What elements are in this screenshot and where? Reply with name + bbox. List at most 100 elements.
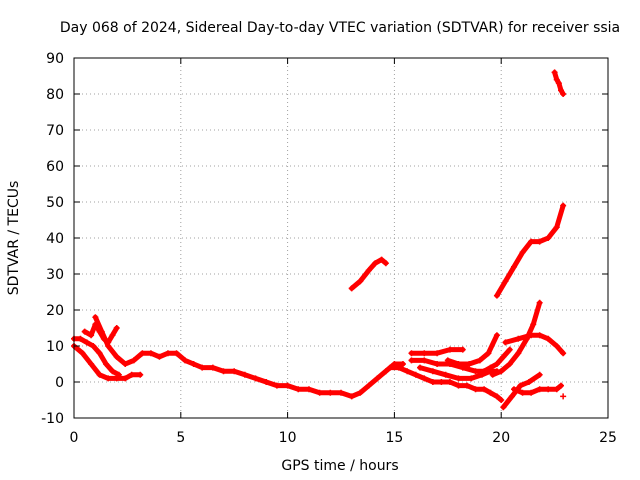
data-point xyxy=(438,379,445,385)
data-point xyxy=(464,382,471,389)
data-point xyxy=(517,382,524,389)
data-point xyxy=(528,389,535,396)
y-axis-label: SDTVAR / TECUs xyxy=(6,181,22,296)
data-point xyxy=(103,361,110,367)
data-point xyxy=(357,278,364,285)
data-point xyxy=(365,267,372,274)
data-point xyxy=(209,364,216,371)
series-arc-16 xyxy=(551,69,567,97)
data-point xyxy=(96,350,103,357)
data-point xyxy=(147,350,154,357)
data-point xyxy=(498,368,505,375)
data-point xyxy=(481,386,488,393)
data-point xyxy=(511,386,518,393)
y-tick-label: 30 xyxy=(46,267,64,283)
data-point xyxy=(553,343,560,349)
data-point xyxy=(472,386,479,393)
data-point xyxy=(485,350,492,357)
data-point xyxy=(536,299,543,306)
data-point xyxy=(555,80,562,87)
series-arc-17 xyxy=(560,393,567,400)
data-point xyxy=(442,371,449,378)
data-point xyxy=(421,357,428,364)
data-point xyxy=(96,371,103,378)
data-point xyxy=(455,382,462,389)
data-point xyxy=(182,357,189,364)
data-point xyxy=(536,332,543,339)
y-tick-label: 50 xyxy=(46,195,64,211)
data-point xyxy=(536,371,543,378)
data-point xyxy=(487,368,494,375)
data-point xyxy=(528,238,535,245)
y-tick-label: -10 xyxy=(41,411,64,427)
data-point xyxy=(79,350,86,357)
data-point xyxy=(105,375,112,382)
data-point xyxy=(553,76,560,83)
data-point xyxy=(421,350,428,357)
data-point xyxy=(137,371,144,378)
series-arc-4 xyxy=(92,314,406,400)
data-point xyxy=(525,379,532,385)
data-point xyxy=(536,386,543,393)
data-point xyxy=(338,389,344,396)
data-point xyxy=(545,386,552,393)
data-point xyxy=(493,332,500,339)
data-point xyxy=(444,357,451,364)
data-point xyxy=(113,375,120,382)
y-tick-label: 40 xyxy=(46,231,64,247)
data-point xyxy=(502,339,509,346)
data-point xyxy=(92,314,99,321)
x-tick-label: 5 xyxy=(176,430,185,446)
data-point xyxy=(395,364,402,371)
data-point xyxy=(404,368,411,375)
data-point xyxy=(374,375,381,382)
data-point xyxy=(199,364,206,371)
x-axis-label: GPS time / hours xyxy=(281,458,398,474)
data-point xyxy=(434,350,441,357)
data-point xyxy=(560,91,567,97)
y-tick-label: 70 xyxy=(46,123,64,139)
data-point xyxy=(421,375,428,382)
data-point xyxy=(109,368,116,375)
data-point xyxy=(429,368,436,375)
data-point xyxy=(500,404,507,411)
data-point xyxy=(252,375,259,382)
data-point xyxy=(487,389,494,396)
data-point xyxy=(466,361,473,367)
data-point xyxy=(493,393,500,400)
data-point xyxy=(128,371,135,378)
data-point xyxy=(88,361,95,367)
series-trace xyxy=(92,314,406,399)
data-point xyxy=(122,375,129,382)
data-point xyxy=(511,263,518,270)
series-arc-12 xyxy=(493,202,567,299)
series-arc-14 xyxy=(500,371,543,411)
series-trace xyxy=(349,257,389,291)
x-tick-label: 25 xyxy=(599,430,617,446)
data-point xyxy=(190,361,197,367)
data-point xyxy=(348,393,355,400)
x-axis: 0 5 10 15 20 25 xyxy=(70,58,617,446)
data-point xyxy=(493,361,500,367)
x-tick-label: 10 xyxy=(279,430,297,446)
data-point xyxy=(446,346,453,353)
data-point xyxy=(88,332,95,339)
data-point xyxy=(545,335,552,342)
grid xyxy=(74,58,608,418)
series-arc-13 xyxy=(502,332,567,357)
series-arc-7 xyxy=(408,346,466,357)
data-point xyxy=(536,238,543,245)
data-point xyxy=(560,350,567,357)
data-point xyxy=(506,361,513,367)
data-point xyxy=(459,346,466,353)
y-tick-label: 10 xyxy=(46,339,64,355)
series-trace xyxy=(494,203,566,299)
data-point xyxy=(327,389,334,396)
data-point xyxy=(515,335,522,342)
data-point xyxy=(408,357,415,364)
data-point xyxy=(77,335,84,342)
data-point xyxy=(122,361,129,367)
data-point xyxy=(399,361,406,367)
series-arc-10 xyxy=(444,332,500,367)
data-point xyxy=(551,69,558,76)
